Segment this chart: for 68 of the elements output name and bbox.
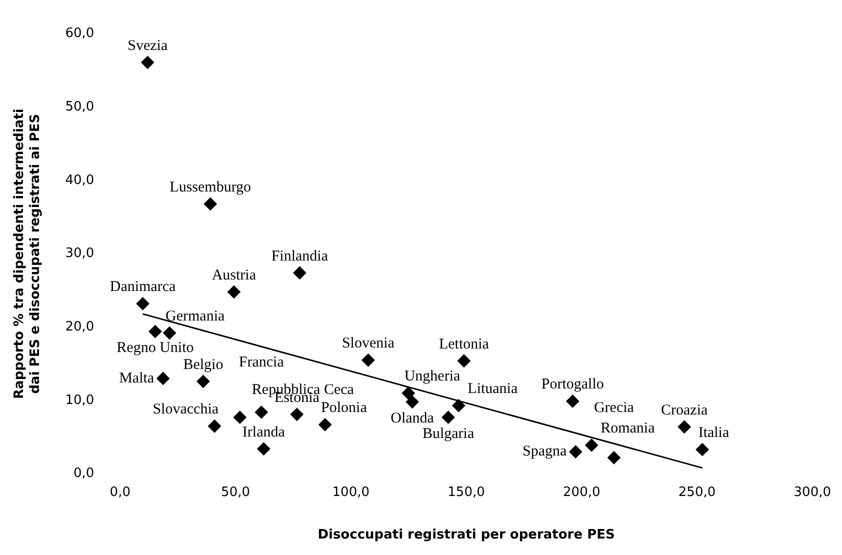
y-tick-label: 20,0 <box>65 320 94 335</box>
annotation: Danimarca <box>110 279 176 296</box>
point <box>156 372 170 385</box>
annotation: Olanda <box>390 410 434 426</box>
point <box>406 395 419 408</box>
annotation: Germania <box>166 308 226 324</box>
point <box>318 418 332 432</box>
point <box>290 408 304 421</box>
point <box>293 266 306 280</box>
annotation: Francia <box>238 354 284 371</box>
point <box>402 386 415 400</box>
annotation: Belgio <box>183 356 224 373</box>
annotation: Lussemburgo <box>170 179 252 196</box>
y-tick-label: 10,0 <box>65 392 94 408</box>
annotation: Slovenia <box>342 336 395 352</box>
y-tick-label: 50,0 <box>65 100 94 115</box>
annotation: Malta <box>119 370 154 386</box>
annotation: Svezia <box>128 38 168 54</box>
annotation: Austria <box>212 267 256 284</box>
annotation: Polonia <box>321 400 368 416</box>
point <box>678 420 691 434</box>
annotation: Spagna <box>522 444 567 460</box>
annotation: Lituania <box>468 381 518 398</box>
point <box>452 399 466 412</box>
annotation: Croazia <box>661 402 708 418</box>
x-tick-label: 250,0 <box>678 484 716 500</box>
point <box>257 442 270 456</box>
annotation: Finlandia <box>271 248 328 264</box>
point <box>585 438 598 452</box>
annotation: Romania <box>600 420 656 437</box>
y-tick-label: 30,0 <box>65 246 94 262</box>
x-tick-label: 50,0 <box>221 484 250 500</box>
point <box>442 410 455 424</box>
annotation: Ungheria <box>404 368 461 385</box>
point <box>208 420 222 433</box>
x-tick-label: 300,0 <box>794 484 831 500</box>
point <box>141 56 154 69</box>
point <box>163 326 176 340</box>
point <box>696 443 709 456</box>
y-tick-label: 60,0 <box>65 26 94 42</box>
point <box>566 394 580 408</box>
y-axis-title: Rapporto % tra dipendenti intermediati dai PES e disoccupati registrati ai PES <box>12 108 43 399</box>
point <box>607 451 620 464</box>
point <box>136 297 150 310</box>
annotation: Grecia <box>594 400 634 416</box>
point <box>233 410 246 424</box>
annotation: Italia <box>698 425 730 442</box>
annotation: Irlanda <box>242 424 286 440</box>
annotation: Slovacchia <box>152 402 219 418</box>
x-tick-label: 200,0 <box>563 484 600 500</box>
annotation: Bulgaria <box>422 426 474 442</box>
point <box>204 197 217 210</box>
annotation: Regno Unito <box>116 340 194 356</box>
point <box>196 374 210 388</box>
point <box>254 406 268 419</box>
x-tick-label: 100,0 <box>332 484 370 500</box>
y-tick-label: 40,0 <box>65 172 94 188</box>
x-axis-title: Disoccupati registrati per operatore PES <box>318 528 615 543</box>
point <box>362 354 375 367</box>
y-tick-label: 0,0 <box>73 466 94 482</box>
point <box>227 285 240 298</box>
x-tick-label: 0,0 <box>110 484 130 500</box>
point <box>569 445 582 458</box>
annotation: Portogallo <box>541 376 604 393</box>
x-tick-label: 150,0 <box>448 484 485 500</box>
annotation: Lettonia <box>438 336 490 352</box>
point <box>457 354 470 368</box>
point <box>148 325 162 338</box>
